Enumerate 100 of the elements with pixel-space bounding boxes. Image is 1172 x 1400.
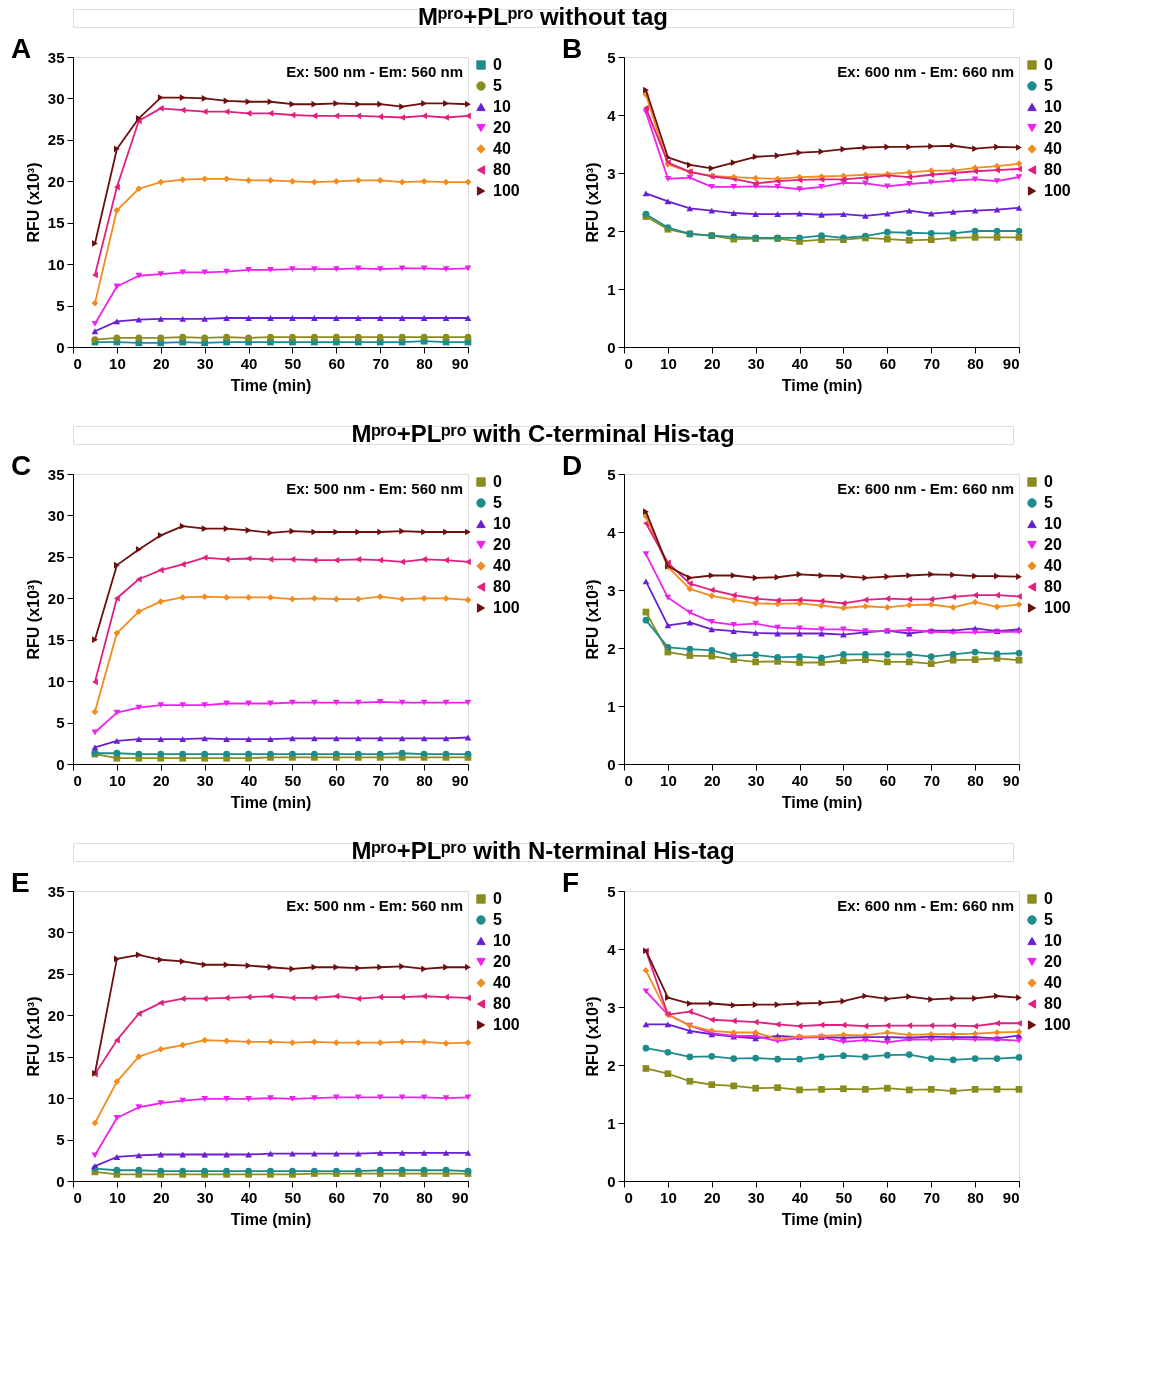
x-axis-title: Time (min) bbox=[781, 793, 863, 811]
legend-label: 80 bbox=[1044, 578, 1062, 595]
legend-label: 40 bbox=[1044, 974, 1062, 991]
x-tick-label: 0 bbox=[624, 354, 633, 372]
y-tick-label: 30 bbox=[47, 89, 65, 107]
y-tick-label: 20 bbox=[47, 172, 65, 190]
x-tick-label: 30 bbox=[196, 771, 214, 789]
legend-label: 0 bbox=[493, 473, 502, 490]
x-tick-label: 80 bbox=[416, 1188, 433, 1206]
x-tick-label: 10 bbox=[109, 771, 126, 789]
legend-label: 80 bbox=[493, 161, 511, 178]
y-tick-label: 20 bbox=[47, 1006, 65, 1024]
y-tick-label: 2 bbox=[607, 222, 616, 240]
y-tick-label: 3 bbox=[607, 581, 616, 599]
x-tick-label: 10 bbox=[660, 354, 677, 372]
legend-label: 10 bbox=[1044, 932, 1062, 949]
legend-label: 100 bbox=[493, 182, 520, 199]
legend-label: 0 bbox=[493, 890, 502, 907]
y-tick-label: 35 bbox=[47, 48, 65, 66]
legend-label: 40 bbox=[1044, 557, 1062, 574]
legend-label: 10 bbox=[1044, 515, 1062, 532]
chart-title: F bbox=[562, 867, 580, 898]
legend-label: 40 bbox=[1044, 140, 1062, 157]
x-tick-label: 60 bbox=[328, 354, 346, 372]
y-tick-label: 15 bbox=[47, 631, 65, 649]
x-tick-label: 60 bbox=[328, 1188, 346, 1206]
legend-label: 5 bbox=[1044, 494, 1053, 511]
legend-label: 0 bbox=[1044, 890, 1053, 907]
x-axis-title: Time (min) bbox=[230, 1210, 312, 1228]
legend-label: 20 bbox=[493, 953, 511, 970]
x-tick-label: 50 bbox=[284, 1188, 302, 1206]
legend-label: 10 bbox=[493, 515, 511, 532]
legend-label: 40 bbox=[493, 140, 511, 157]
legend-label: 20 bbox=[493, 536, 511, 553]
x-tick-label: 30 bbox=[747, 1188, 765, 1206]
legend-label: 10 bbox=[1044, 98, 1062, 115]
annotation: Ex: 600 nm - Em: 660 nm bbox=[837, 480, 1014, 497]
text: Mᵖʳᵒ+PLᵖʳᵒ without tag bbox=[418, 3, 668, 30]
y-axis-title: RFU (x10³) bbox=[584, 579, 602, 660]
x-tick-label: 70 bbox=[923, 771, 941, 789]
legend-label: 5 bbox=[493, 911, 502, 928]
legend-label: 80 bbox=[493, 578, 511, 595]
legend-label: 5 bbox=[1044, 77, 1053, 94]
y-tick-label: 20 bbox=[47, 589, 65, 607]
y-axis-title: RFU (x10³) bbox=[584, 162, 602, 243]
legend-label: 5 bbox=[493, 77, 502, 94]
y-tick-label: 0 bbox=[56, 338, 65, 356]
legend-label: 100 bbox=[1044, 1016, 1071, 1033]
x-tick-label: 90 bbox=[1002, 771, 1020, 789]
x-tick-label: 80 bbox=[967, 354, 984, 372]
annotation: Ex: 500 nm - Em: 560 nm bbox=[286, 897, 463, 914]
x-tick-label: 50 bbox=[835, 354, 853, 372]
x-tick-label: 50 bbox=[835, 771, 853, 789]
x-tick-label: 90 bbox=[451, 1188, 469, 1206]
x-tick-label: 60 bbox=[879, 354, 897, 372]
y-tick-label: 30 bbox=[47, 506, 65, 524]
y-axis-title: RFU (x10³) bbox=[24, 996, 42, 1077]
legend-label: 80 bbox=[493, 995, 511, 1012]
x-tick-label: 0 bbox=[73, 771, 82, 789]
x-tick-label: 40 bbox=[791, 771, 809, 789]
y-tick-label: 3 bbox=[607, 164, 616, 182]
legend-label: 10 bbox=[493, 932, 511, 949]
chart-title: B bbox=[562, 33, 583, 64]
x-tick-label: 90 bbox=[1002, 354, 1020, 372]
x-tick-label: 30 bbox=[747, 354, 765, 372]
chart-title: D bbox=[562, 450, 583, 481]
chart-title: E bbox=[11, 867, 30, 898]
x-tick-label: 40 bbox=[791, 1188, 809, 1206]
x-tick-label: 40 bbox=[791, 354, 809, 372]
y-axis-title: RFU (x10³) bbox=[584, 996, 602, 1077]
x-tick-label: 30 bbox=[196, 1188, 214, 1206]
y-axis-title: RFU (x10³) bbox=[24, 162, 42, 243]
x-axis-title: Time (min) bbox=[781, 376, 863, 394]
x-tick-label: 50 bbox=[835, 1188, 853, 1206]
y-tick-label: 1 bbox=[607, 280, 616, 298]
x-tick-label: 40 bbox=[240, 1188, 258, 1206]
y-tick-label: 0 bbox=[56, 1172, 65, 1190]
y-tick-label: 2 bbox=[607, 639, 616, 657]
y-tick-label: 5 bbox=[607, 48, 616, 66]
x-tick-label: 60 bbox=[328, 771, 346, 789]
legend-label: 5 bbox=[493, 494, 502, 511]
x-tick-label: 20 bbox=[152, 354, 170, 372]
legend-label: 0 bbox=[1044, 56, 1053, 73]
y-tick-label: 1 bbox=[607, 1114, 616, 1132]
legend-label: 40 bbox=[493, 557, 511, 574]
y-tick-label: 25 bbox=[47, 131, 65, 149]
y-tick-label: 4 bbox=[607, 106, 617, 124]
y-tick-label: 15 bbox=[47, 1048, 65, 1066]
legend-label: 80 bbox=[1044, 995, 1062, 1012]
x-tick-label: 20 bbox=[703, 1188, 721, 1206]
y-tick-label: 0 bbox=[607, 338, 616, 356]
legend-label: 100 bbox=[493, 1016, 520, 1033]
legend-label: 40 bbox=[493, 974, 511, 991]
legend-label: 20 bbox=[493, 119, 511, 136]
legend-label: 0 bbox=[493, 56, 502, 73]
y-tick-label: 1 bbox=[607, 697, 616, 715]
y-tick-label: 5 bbox=[56, 1131, 65, 1149]
y-axis-title: RFU (x10³) bbox=[24, 579, 42, 660]
y-tick-label: 5 bbox=[607, 465, 616, 483]
x-tick-label: 20 bbox=[152, 771, 170, 789]
